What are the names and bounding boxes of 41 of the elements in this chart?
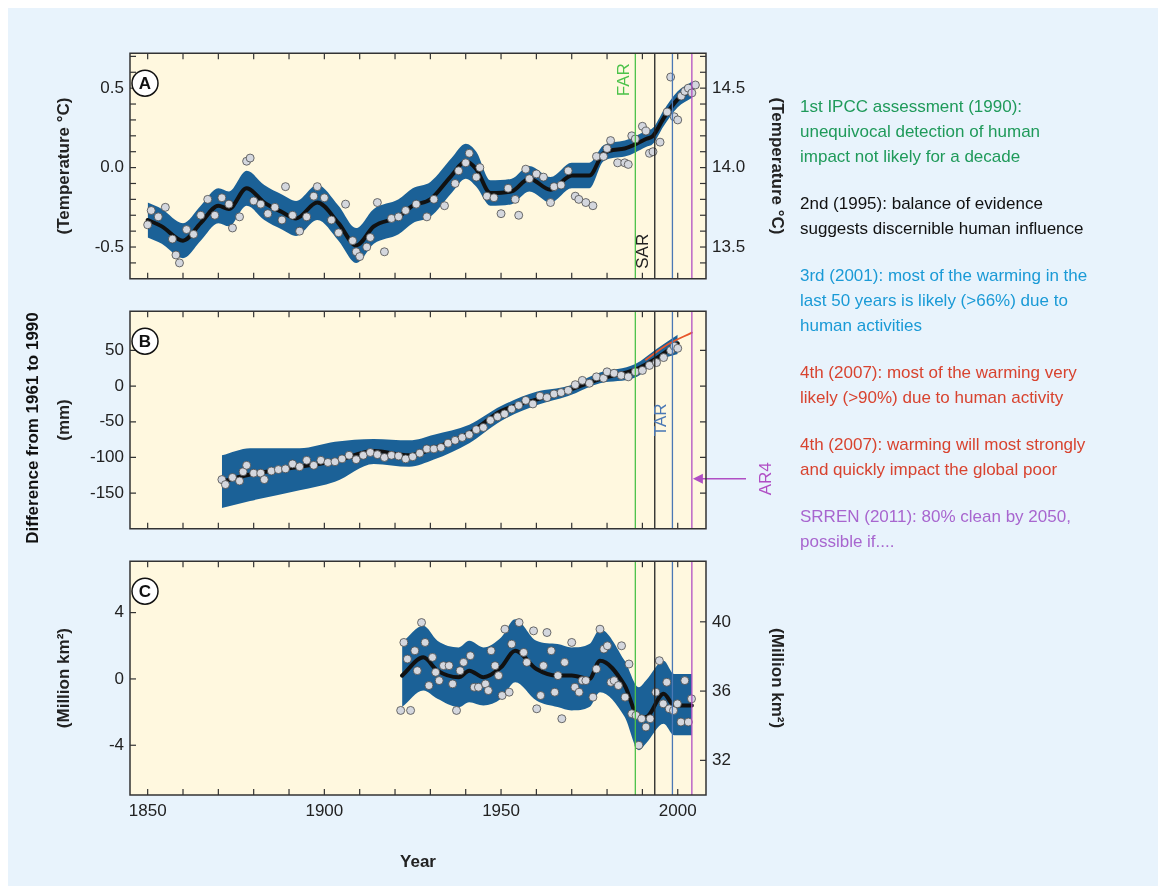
y-tick-label: -50 xyxy=(99,411,124,431)
y-tick-label: -100 xyxy=(89,447,124,467)
y2-tick-label: 14.5 xyxy=(712,77,746,97)
annotation: B xyxy=(138,331,152,351)
y2-tick-label: 40 xyxy=(712,611,731,631)
x-tick-label: 1900 xyxy=(305,800,344,820)
y2-axis-title: (Temperature °C) xyxy=(768,97,788,235)
text: 2nd (1995): balance of evidence suggests discernible human influence xyxy=(800,193,1085,240)
y-tick-label: 0.0 xyxy=(100,157,124,177)
ref-line-label: TAR xyxy=(650,403,670,437)
y2-axis-title: (Million km²) xyxy=(768,628,788,729)
y-tick-label: -4 xyxy=(108,734,124,754)
y-tick-label: 50 xyxy=(105,340,124,360)
text: 4th (2007): warming will most strongly and quickly impact the global poor xyxy=(800,434,1087,481)
y-tick-label: 0 xyxy=(114,668,124,688)
y2-tick-label: 36 xyxy=(712,680,731,700)
text: SRREN (2011): 80% clean by 2050, possible if.... xyxy=(800,506,1072,553)
x-axis-title: Year xyxy=(400,852,437,872)
annotation: A xyxy=(138,73,152,93)
x-tick-label: 1950 xyxy=(482,800,520,820)
y-axis-title: (Temperature °C) xyxy=(53,97,73,235)
y-tick-label: 0 xyxy=(114,375,124,395)
y2-tick-label: 14.0 xyxy=(712,157,746,177)
y-axis-title: (mm) xyxy=(53,399,73,441)
y-tick-label: 0.5 xyxy=(100,77,124,97)
ref-line-label: FAR xyxy=(613,63,633,97)
y-axis-title: (Million km²) xyxy=(53,628,73,729)
text: 3rd (2001): most of the warming in the last 50 years is likely (>66%) due to human activities xyxy=(800,265,1089,337)
text: 1st IPCC assessment (1990): unequivocal detection of human impact not likely for a decade xyxy=(800,96,1042,168)
y-tick-label: -0.5 xyxy=(94,236,124,256)
text: 4th (2007): most of the warming very likely (>90%) due to human activity xyxy=(800,362,1078,409)
y-tick-label: -150 xyxy=(89,482,124,502)
x-tick-label: 1850 xyxy=(128,800,167,820)
y2-tick-label: 32 xyxy=(712,750,731,770)
ref-line-label: SAR xyxy=(632,233,652,269)
x-tick-label: 2000 xyxy=(658,800,697,820)
text: Difference from 1961 to 1990 xyxy=(23,311,43,546)
annotation: C xyxy=(138,581,152,601)
ref-line-label: AR4 xyxy=(755,462,775,496)
y2-tick-label: 13.5 xyxy=(712,236,746,256)
y-tick-label: 4 xyxy=(114,602,124,622)
